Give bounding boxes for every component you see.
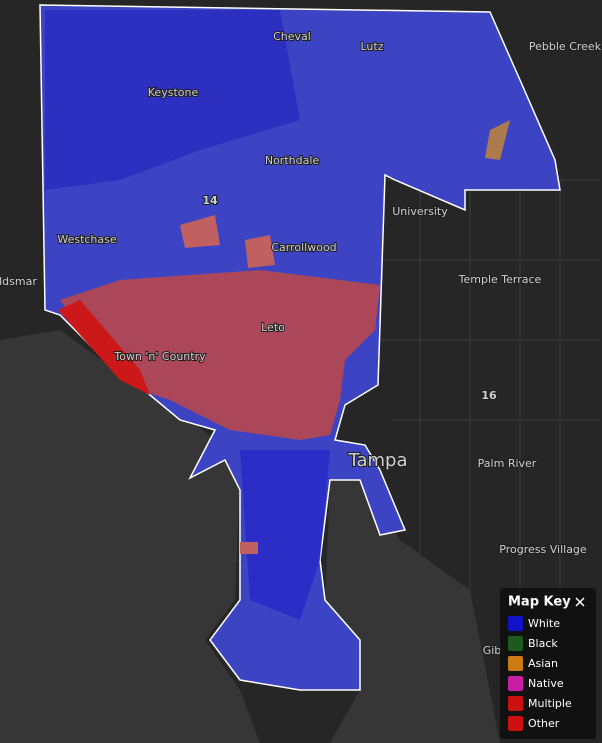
legend-title: Map Key xyxy=(508,595,571,610)
legend-swatch xyxy=(508,616,523,631)
legend-swatch xyxy=(508,636,523,651)
water xyxy=(0,330,260,743)
legend-items: White Black Asian Native Multiple Other xyxy=(508,616,572,731)
legend-swatch xyxy=(508,656,523,671)
place-label: Cheval xyxy=(273,30,311,43)
district-area xyxy=(45,10,300,190)
place-label: 14 xyxy=(202,194,218,207)
legend-box xyxy=(500,588,596,739)
place-label: Gib xyxy=(483,644,502,657)
district-area xyxy=(58,300,150,395)
place-label: Leto xyxy=(261,321,285,334)
legend-swatch xyxy=(508,676,523,691)
place-label: University xyxy=(392,205,448,218)
place-label: Progress Village xyxy=(499,543,587,556)
legend-label: White xyxy=(528,617,560,630)
place-label: 16 xyxy=(481,389,497,402)
legend-label: Black xyxy=(528,637,558,650)
legend-swatch xyxy=(508,716,523,731)
legend-label: Asian xyxy=(528,657,558,670)
place-label: Temple Terrace xyxy=(458,273,542,286)
legend: Map Key White Black Asian Native Multiple Oth… xyxy=(500,588,596,739)
close-button[interactable] xyxy=(575,597,585,607)
place-label: Town 'n' Country xyxy=(113,350,206,363)
place-label: Westchase xyxy=(57,233,117,246)
place-label: Palm River xyxy=(478,457,537,470)
district-area xyxy=(485,120,510,160)
district-area xyxy=(240,542,258,554)
place-label: Pebble Creek xyxy=(529,40,602,53)
legend-label: Other xyxy=(528,717,560,730)
place-label: ldsmar xyxy=(0,275,37,288)
legend-swatch xyxy=(508,696,523,711)
place-label: Tampa xyxy=(347,450,407,471)
place-label: Keystone xyxy=(148,86,199,99)
place-labels: Cheval Lutz Pebble Creek Keystone Northdale 1… xyxy=(0,29,602,658)
water xyxy=(325,470,500,743)
legend-label: Multiple xyxy=(528,697,572,710)
district-area xyxy=(240,450,330,620)
district-area xyxy=(180,215,275,268)
place-label: Northdale xyxy=(265,154,320,167)
place-label: Lutz xyxy=(361,40,384,53)
district-area xyxy=(60,270,380,440)
legend-label: Native xyxy=(528,677,564,690)
place-label: Carrollwood xyxy=(271,241,336,254)
